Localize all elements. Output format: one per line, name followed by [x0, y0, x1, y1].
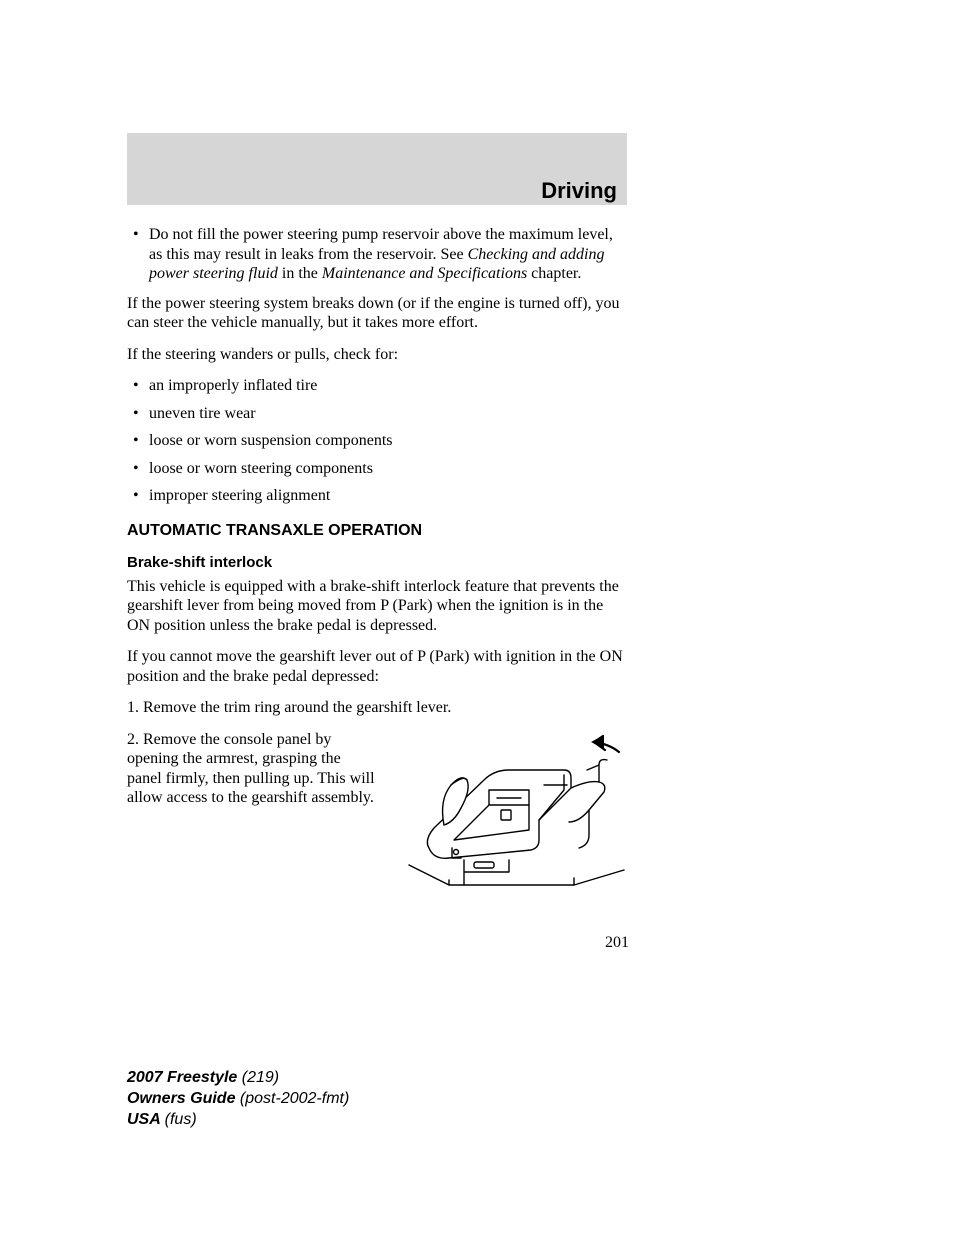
footer-italic: (fus) — [165, 1111, 197, 1128]
text-italic: Maintenance and Specifications — [322, 265, 527, 282]
paragraph: This vehicle is equipped with a brake-sh… — [127, 577, 629, 636]
footer: 2007 Freestyle (219) Owners Guide (post-… — [127, 1068, 349, 1130]
text: chapter. — [527, 265, 581, 282]
heading-2: AUTOMATIC TRANSAXLE OPERATION — [127, 522, 629, 540]
bullet-list-top: Do not fill the power steering pump rese… — [127, 225, 629, 284]
console-panel-illustration — [389, 730, 629, 900]
bullet-list-check: an improperly inflated tire uneven tire … — [127, 376, 629, 506]
footer-bold-italic: USA — [127, 1111, 165, 1128]
paragraph: If the steering wanders or pulls, check … — [127, 345, 629, 365]
text: in the — [278, 265, 322, 282]
page: Driving Do not fill the power steering p… — [0, 0, 954, 1235]
list-item: loose or worn steering components — [127, 459, 629, 479]
content-area: Do not fill the power steering pump rese… — [127, 225, 629, 900]
paragraph: If you cannot move the gearshift lever o… — [127, 647, 629, 686]
list-item: an improperly inflated tire — [127, 376, 629, 396]
paragraph: If the power steering system breaks down… — [127, 294, 629, 333]
list-item: Do not fill the power steering pump rese… — [127, 225, 629, 284]
footer-italic: (post-2002-fmt) — [240, 1090, 349, 1107]
section-title: Driving — [0, 178, 623, 204]
footer-line: 2007 Freestyle (219) — [127, 1068, 349, 1089]
footer-line: USA (fus) — [127, 1110, 349, 1131]
footer-line: Owners Guide (post-2002-fmt) — [127, 1089, 349, 1110]
page-number: 201 — [127, 934, 629, 952]
console-drawing — [409, 735, 624, 885]
step-text: 1. Remove the trim ring around the gears… — [127, 698, 629, 718]
footer-bold-italic: 2007 Freestyle — [127, 1069, 242, 1086]
list-item: improper steering alignment — [127, 486, 629, 506]
heading-3: Brake-shift interlock — [127, 554, 629, 571]
list-item: loose or worn suspension components — [127, 431, 629, 451]
footer-italic: (219) — [242, 1069, 279, 1086]
console-svg — [389, 730, 629, 900]
list-item: uneven tire wear — [127, 404, 629, 424]
step-with-figure: 2. Remove the console panel by opening t… — [127, 730, 629, 900]
step-text: 2. Remove the console panel by opening t… — [127, 730, 379, 808]
footer-bold-italic: Owners Guide — [127, 1090, 240, 1107]
